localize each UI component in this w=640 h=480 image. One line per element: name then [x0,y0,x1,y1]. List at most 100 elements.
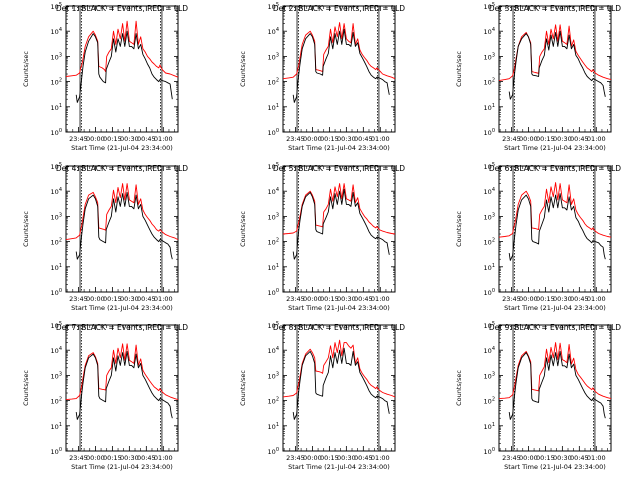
y-tick-label: 101 [268,263,279,272]
detector-panel-6: Det 6: BLACK = Events, RED = LLD10010110… [455,162,621,312]
plot-frame [498,324,612,452]
y-tick-base: 10 [268,423,276,431]
y-tick-exponent: 1 [59,103,62,109]
y-tick-exponent: 4 [59,346,62,352]
y-tick-exponent: 1 [59,422,62,428]
y-tick-exponent: 5 [492,2,495,8]
x-axis-label: Start Time (21-Jul-04 23:34:00) [504,463,606,471]
y-tick-exponent: 0 [492,288,495,294]
y-tick-label: 105 [51,2,62,11]
x-tick-label: 01:00 [154,135,173,143]
x-tick-label: 01:00 [371,135,390,143]
y-tick-label: 104 [51,187,62,196]
series-events [508,30,606,100]
y-tick-label: 105 [484,2,495,11]
x-tick-label: 00:45 [570,295,589,303]
y-tick-base: 10 [51,163,59,171]
y-tick-base: 10 [268,129,276,137]
y-tick-label: 101 [484,263,495,272]
detector-panel-4: Det 4: BLACK = Events, RED = LLD10010110… [22,162,188,312]
y-tick-label: 104 [268,27,279,36]
plot-frame [282,324,396,452]
y-axis-label: Counts/sec [239,211,247,247]
y-tick-label: 102 [484,78,495,87]
y-tick-base: 10 [484,188,492,196]
x-tick-label: 00:00 [519,295,538,303]
series-lld [282,22,396,80]
y-tick-base: 10 [51,423,59,431]
series-lld [498,182,612,238]
y-tick-exponent: 2 [59,78,62,84]
y-tick-base: 10 [268,289,276,297]
y-tick-base: 10 [268,213,276,221]
y-tick-exponent: 0 [59,128,62,134]
y-tick-label: 100 [268,447,279,456]
panel-title: Det 7: BLACK = Events, RED = LLD [56,323,188,332]
y-tick-base: 10 [51,347,59,355]
panel-title: Det 1: BLACK = Events, RED = LLD [56,4,188,13]
x-tick-label: 00:00 [86,295,105,303]
y-tick-label: 104 [484,346,495,355]
y-tick-base: 10 [268,347,276,355]
y-tick-label: 104 [484,27,495,36]
y-tick-exponent: 5 [276,2,279,8]
y-tick-exponent: 3 [59,371,62,377]
x-tick-label: 01:00 [587,454,606,462]
panel-title: Det 9: BLACK = Events, RED = LLD [489,323,621,332]
x-tick-label: 00:30 [337,454,356,462]
y-tick-base: 10 [268,188,276,196]
plot-frame [65,165,179,293]
series-events [292,347,390,420]
y-tick-exponent: 0 [492,447,495,453]
y-tick-base: 10 [51,53,59,61]
x-tick-label: 00:00 [519,454,538,462]
x-tick-label: 00:15 [103,135,122,143]
series-lld [65,20,179,78]
x-tick-label: 01:00 [371,295,390,303]
x-axis-label: Start Time (21-Jul-04 23:34:00) [288,463,390,471]
y-tick-label: 103 [268,371,279,380]
y-tick-base: 10 [268,79,276,87]
y-tick-label: 103 [484,371,495,380]
y-tick-base: 10 [51,264,59,272]
y-tick-exponent: 4 [59,27,62,33]
y-tick-base: 10 [484,28,492,36]
y-tick-exponent: 5 [276,321,279,327]
y-tick-base: 10 [268,104,276,112]
y-tick-label: 100 [51,447,62,456]
y-tick-exponent: 1 [276,103,279,109]
y-tick-label: 100 [484,447,495,456]
y-tick-base: 10 [51,3,59,11]
y-tick-base: 10 [51,213,59,221]
y-tick-exponent: 2 [59,238,62,244]
y-tick-label: 103 [51,371,62,380]
y-tick-label: 100 [484,128,495,137]
x-tick-label: 23:45 [502,135,521,143]
y-tick-label: 105 [51,162,62,171]
y-axis-label: Counts/sec [455,370,463,406]
y-tick-base: 10 [51,398,59,406]
y-tick-label: 102 [51,397,62,406]
x-tick-label: 01:00 [371,454,390,462]
y-tick-label: 103 [484,52,495,61]
y-tick-base: 10 [484,372,492,380]
y-tick-label: 104 [484,187,495,196]
y-tick-label: 102 [484,397,495,406]
series-lld [65,183,179,241]
y-tick-base: 10 [484,289,492,297]
x-tick-label: 00:30 [120,295,139,303]
y-tick-label: 101 [484,422,495,431]
y-tick-exponent: 1 [276,263,279,269]
y-axis-label: Counts/sec [239,370,247,406]
detector-panel-3: Det 3: BLACK = Events, RED = LLD10010110… [455,2,621,152]
y-tick-base: 10 [484,129,492,137]
y-tick-exponent: 2 [492,78,495,84]
y-tick-exponent: 1 [492,103,495,109]
y-axis-label: Counts/sec [239,51,247,87]
x-tick-label: 23:45 [286,135,305,143]
y-tick-base: 10 [51,79,59,87]
series-events [75,350,173,420]
y-tick-base: 10 [268,28,276,36]
detector-panel-8: Det 8: BLACK = Events, RED = LLD10010110… [239,321,405,471]
y-tick-label: 101 [268,103,279,112]
